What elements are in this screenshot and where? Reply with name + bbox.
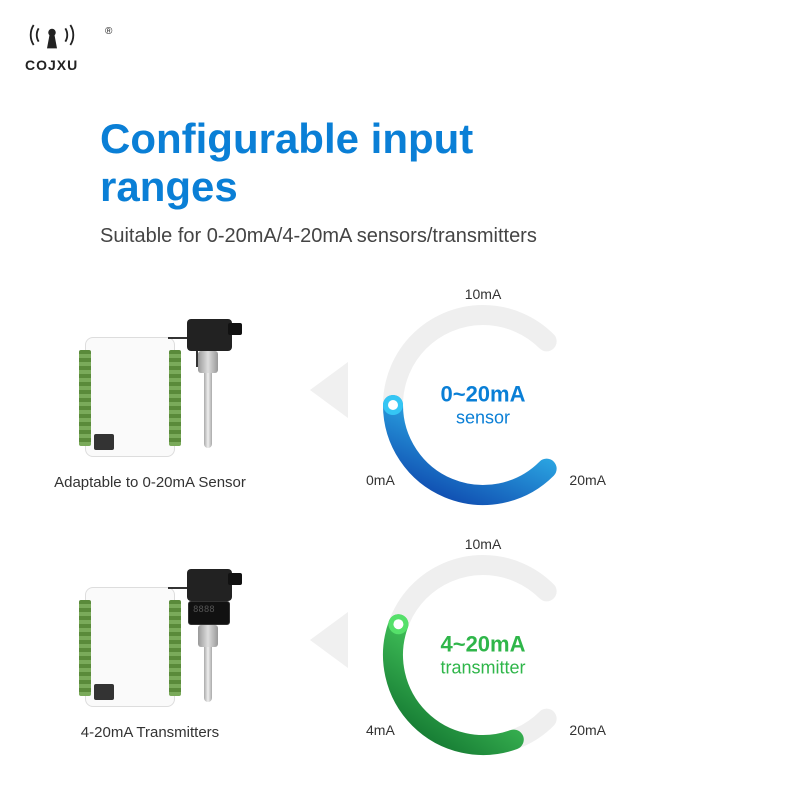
page-title: Configurable input ranges	[100, 115, 473, 212]
title-line-1: Configurable input	[100, 115, 473, 162]
device-illustration: Adaptable to 0-20mA Sensor	[0, 319, 300, 491]
io-module-icon	[85, 337, 175, 457]
title-line-2: ranges	[100, 163, 238, 210]
brand-text: COJXU	[25, 57, 78, 73]
device-caption: 4-20mA Transmitters	[0, 724, 300, 741]
sensor-display-icon	[188, 601, 230, 625]
brand-logo: COJXU ®	[25, 20, 78, 73]
arrow-left-icon	[310, 612, 348, 668]
page-subtitle: Suitable for 0-20mA/4-20mA sensors/trans…	[100, 225, 537, 248]
gauge: 4~20mAtransmitter10mA4mA20mA	[368, 540, 598, 770]
arrow-left-icon	[310, 362, 348, 418]
device-illustration: 4-20mA Transmitters	[0, 569, 300, 741]
probe-neck-icon	[198, 351, 218, 373]
antenna-icon	[27, 20, 77, 50]
device-caption: Adaptable to 0-20mA Sensor	[0, 474, 300, 491]
gauge-top-label: 10mA	[465, 286, 502, 302]
section-2: 4-20mA Transmitters 4~20mAtransmitter10mA…	[0, 540, 800, 770]
gauge-center-label: 4~20mAtransmitter	[440, 632, 525, 679]
probe-neck-icon	[198, 625, 218, 647]
gauge-center-label: 0~20mAsensor	[440, 382, 525, 429]
gauge-right-label: 20mA	[569, 472, 606, 488]
gauge-top-label: 10mA	[465, 536, 502, 552]
sensor-head-icon	[187, 569, 232, 601]
probe-icon	[204, 647, 212, 702]
gauge-right-label: 20mA	[569, 722, 606, 738]
trademark-icon: ®	[105, 26, 112, 37]
io-module-icon	[85, 587, 175, 707]
gauge: 0~20mAsensor10mA0mA20mA	[368, 290, 598, 520]
section-1: Adaptable to 0-20mA Sensor 0~20mAsensor10…	[0, 290, 800, 520]
probe-icon	[204, 373, 212, 448]
sensor-head-icon	[187, 319, 232, 351]
gauge-left-label: 0mA	[366, 472, 395, 488]
gauge-left-label: 4mA	[366, 722, 395, 738]
